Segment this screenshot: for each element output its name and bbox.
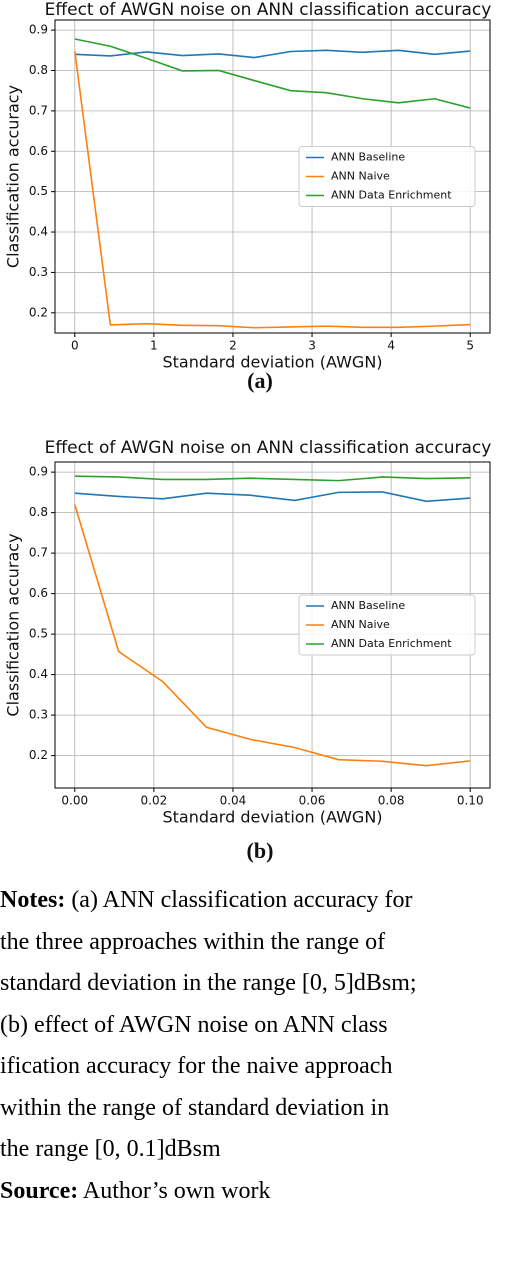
notes: Notes: (a) ANN classification accuracy f…: [0, 880, 520, 1212]
x-axis-label: Standard deviation (AWGN): [162, 808, 382, 827]
y-tick-label: 0.9: [29, 465, 48, 479]
y-tick-label: 0.7: [29, 103, 48, 117]
y-tick-label: 0.6: [29, 586, 48, 600]
y-axis-label: Classification accuracy: [4, 85, 23, 268]
source-line: Source: Author’s own work: [0, 1171, 520, 1213]
legend-box: [298, 146, 476, 207]
series-line: [74, 38, 471, 109]
x-tick-label: 4: [387, 339, 395, 353]
x-tick-label: 5: [466, 339, 474, 353]
notes-line: (b) effect of AWGN noise on ANN class: [0, 1011, 388, 1038]
x-tick-label: 0.04: [220, 794, 247, 808]
legend-label: ANN Baseline: [331, 599, 405, 612]
y-tick-label: 0.8: [29, 505, 48, 519]
notes-text: (a) ANN classification accuracy for: [65, 887, 413, 913]
legend-box: [298, 594, 476, 656]
y-tick-label: 0.5: [29, 627, 48, 641]
notes-line: within the range of standard deviation i…: [0, 1094, 390, 1121]
legend-label: ANN Data Enrichment: [331, 189, 452, 202]
x-tick-label: 2: [229, 339, 237, 353]
y-tick-label: 0.3: [29, 265, 48, 279]
y-tick-label: 0.9: [29, 23, 48, 37]
series-line: [74, 504, 471, 767]
figure: (a) (b) Effect of AWGN noise on ANN clas…: [4, 0, 492, 863]
series-line: [74, 49, 471, 59]
y-tick-label: 0.6: [29, 144, 48, 158]
source-text: Author’s own work: [78, 1177, 271, 1204]
y-tick-label: 0.7: [29, 546, 48, 560]
x-tick-label: 1: [150, 339, 158, 353]
x-tick-label: 0.08: [378, 794, 405, 808]
notes-line: Notes: (a) ANN classification accuracy f…: [0, 880, 520, 922]
x-tick-label: 0.06: [299, 794, 326, 808]
y-tick-label: 0.4: [29, 225, 48, 239]
y-tick-label: 0.5: [29, 184, 48, 198]
x-tick-label: 0.02: [141, 794, 168, 808]
y-tick-label: 0.2: [29, 305, 48, 319]
y-tick-label: 0.8: [29, 63, 48, 77]
legend-label: ANN Naive: [331, 618, 390, 631]
y-tick-label: 0.4: [29, 667, 48, 681]
legend-label: ANN Baseline: [331, 151, 405, 164]
legend-label: ANN Naive: [331, 170, 390, 183]
y-tick-label: 0.2: [29, 748, 48, 762]
x-tick-label: 0: [71, 339, 79, 353]
x-tick-label: 3: [308, 339, 316, 353]
notes-label: Notes:: [0, 887, 66, 913]
caption: (b): [247, 838, 274, 863]
chart-title: Effect of AWGN noise on ANN classificati…: [45, 0, 492, 20]
series-line: [74, 491, 471, 503]
chart-title: Effect of AWGN noise on ANN classificati…: [45, 438, 492, 458]
source-label: Source:: [0, 1177, 79, 1204]
series-line: [74, 475, 471, 482]
plot-frame: [54, 19, 491, 334]
x-axis-label: Standard deviation (AWGN): [162, 353, 382, 372]
y-axis-label: Classification accuracy: [4, 533, 23, 716]
notes-line: standard deviation in the range [0, 5]dB…: [0, 970, 417, 996]
y-tick-label: 0.3: [29, 708, 48, 722]
plot-frame: [54, 461, 491, 789]
legend-label: ANN Data Enrichment: [331, 637, 452, 650]
caption: (a): [247, 368, 273, 393]
notes-line: the range [0, 0.1]dBsm: [0, 1136, 221, 1162]
x-tick-label: 0.00: [61, 794, 88, 808]
x-tick-label: 0.10: [457, 794, 484, 808]
series-line: [73, 50, 471, 329]
notes-line: ification accuracy for the naive approac…: [0, 1053, 393, 1079]
notes-line: the three approaches within the range of: [0, 928, 386, 955]
